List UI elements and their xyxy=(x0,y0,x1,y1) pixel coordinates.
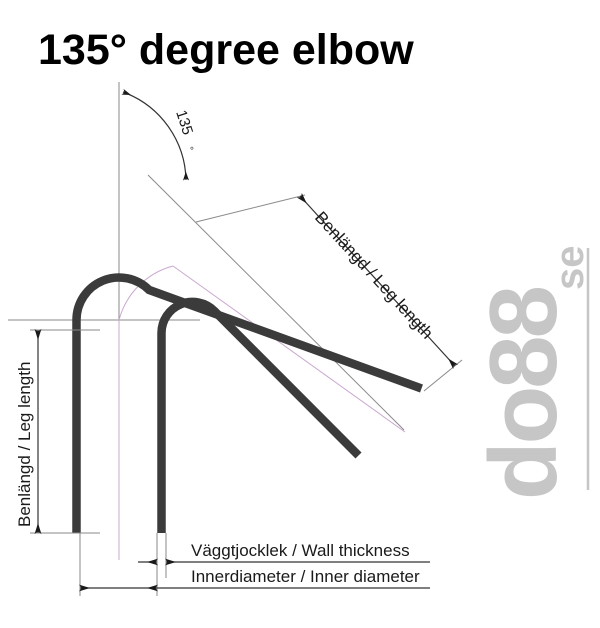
page-title: 135° degree elbow xyxy=(38,26,414,74)
dimension-leg-length-diagonal: Benlängd / Leg length xyxy=(296,192,459,370)
angle-value-label: 135 xyxy=(172,108,196,137)
dimension-inner-diameter: Innerdiameter / Inner diameter xyxy=(79,533,430,596)
dimension-wall-thickness: Väggtjocklek / Wall thickness xyxy=(138,533,430,596)
watermark-main-text: do88 xyxy=(470,287,577,500)
elbow-pipe-body xyxy=(72,273,423,533)
diagonal-reference-line xyxy=(147,174,405,431)
diag-dim-extension-top xyxy=(195,194,306,223)
wall-thickness-label: Väggtjocklek / Wall thickness xyxy=(191,541,410,560)
vertical-leg-length-label: Benlängd / Leg length xyxy=(15,362,34,527)
pipe-inner-wall xyxy=(157,297,362,533)
pipe-outer-wall xyxy=(72,273,423,533)
angle-degree-symbol: ° xyxy=(183,146,195,153)
inner-diameter-label: Innerdiameter / Inner diameter xyxy=(191,567,420,586)
dimension-leg-length-vertical: Benlängd / Leg length xyxy=(15,329,100,534)
diag-dim-extension-bottom xyxy=(423,359,463,392)
construction-lines xyxy=(8,82,463,431)
watermark-suffix-text: se xyxy=(548,246,592,291)
diagonal-leg-length-label: Benlängd / Leg length xyxy=(311,208,437,343)
angle-arc xyxy=(121,89,190,181)
watermark-do88se: do88 se xyxy=(470,246,592,501)
diagonal-dimension-line xyxy=(296,192,459,370)
center-line-diagonal-leg xyxy=(172,265,406,433)
angle-annotation: 135 ° xyxy=(121,89,196,181)
